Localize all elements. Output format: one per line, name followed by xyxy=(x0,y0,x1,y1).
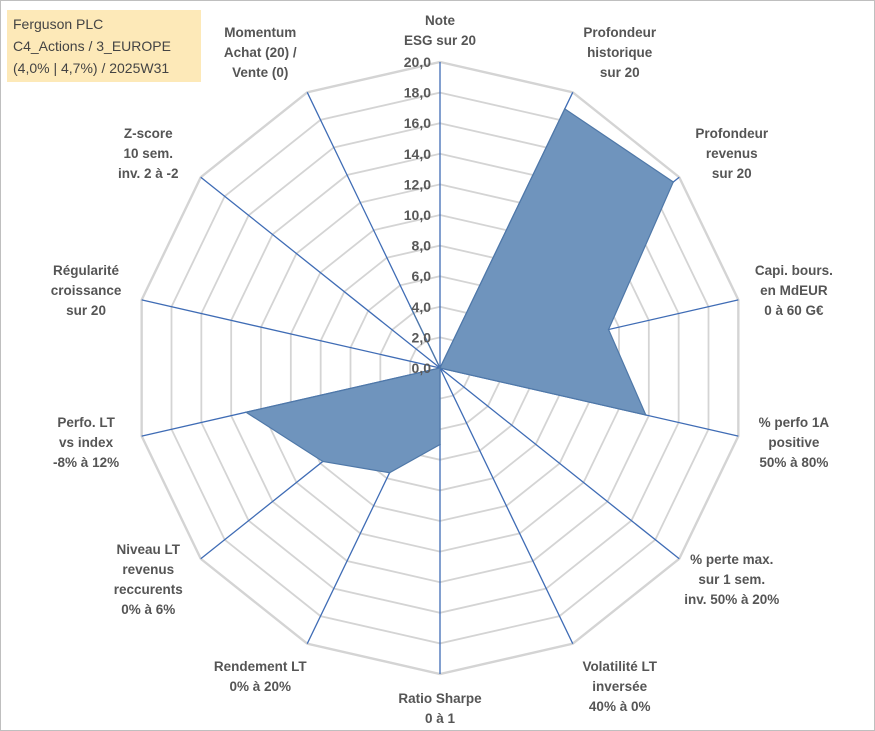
axis-label-line: % perfo 1A xyxy=(759,415,830,430)
axis-label: Momentum Achat (20) / Vente (0) xyxy=(224,25,297,80)
axis-label-line: Vente (0) xyxy=(232,65,288,80)
data-point xyxy=(245,411,247,413)
axis-label-line: Capi. bours. xyxy=(755,263,833,278)
axis-label-line: inv. 50% à 20% xyxy=(684,592,779,607)
axis-label-line: Note xyxy=(425,13,455,28)
axis-label: Volatilité LT inversée 40% à 0% xyxy=(582,659,657,714)
axis-label: Rendement LT 0% à 20% xyxy=(214,659,308,694)
axis-label-line: 0 à 60 G€ xyxy=(764,303,824,318)
axis-label-line: Z-score xyxy=(124,126,173,141)
axis-label-line: 0% à 20% xyxy=(230,679,292,694)
chart-frame: Ferguson PLC C4_Actions / 3_EUROPE (4,0%… xyxy=(0,0,875,731)
axis-label: Perfo. LT vs index -8% à 12% xyxy=(53,415,119,470)
axis-label-line: sur 1 sem. xyxy=(698,572,765,587)
axis-label-line: inv. 2 à -2 xyxy=(118,166,179,181)
axis-label-line: 0 à 1 xyxy=(425,711,456,726)
data-point xyxy=(439,444,441,446)
tick-label: 20,0 xyxy=(404,54,431,70)
series-area-polygon xyxy=(246,109,673,473)
axis-label-line: reccurents xyxy=(114,582,183,597)
axis-label-line: -8% à 12% xyxy=(53,455,119,470)
axis-label-line: Perfo. LT xyxy=(57,415,115,430)
axis-label: Note ESG sur 20 xyxy=(404,13,476,48)
axis-label-line: revenus xyxy=(706,146,758,161)
data-point xyxy=(439,367,441,369)
axis-label-line: 50% à 80% xyxy=(759,455,828,470)
tick-label: 16,0 xyxy=(404,115,431,131)
axis-label-line: sur 20 xyxy=(600,65,640,80)
data-point xyxy=(564,108,566,110)
axis-label: Capi. bours. en MdEUR 0 à 60 G€ xyxy=(755,263,833,318)
axis-label-line: Profondeur xyxy=(695,126,768,141)
tick-label: 2,0 xyxy=(412,329,432,345)
axis-label-line: Momentum xyxy=(224,25,296,40)
axis-label-line: sur 20 xyxy=(712,166,752,181)
series-area xyxy=(245,108,674,474)
axis-label: Profondeur historique sur 20 xyxy=(583,25,656,80)
axis-label-line: revenus xyxy=(122,562,174,577)
data-point xyxy=(322,461,324,463)
axis-label-line: historique xyxy=(587,45,653,60)
tick-label: 14,0 xyxy=(404,146,431,162)
axis-label-line: positive xyxy=(768,435,820,450)
axis-label-line: en MdEUR xyxy=(760,283,828,298)
axis-label-line: Ratio Sharpe xyxy=(398,691,482,706)
tick-label: 6,0 xyxy=(412,268,432,284)
axis-label: % perfo 1A positive 50% à 80% xyxy=(759,415,830,470)
tick-label: 8,0 xyxy=(412,238,432,254)
axis-label: Niveau LT revenus reccurents 0% à 6% xyxy=(114,542,183,617)
axis-label-line: ESG sur 20 xyxy=(404,33,476,48)
axis-label: % perte max. sur 1 sem. inv. 50% à 20% xyxy=(684,552,779,607)
tick-labels: 0,0 2,0 4,0 6,0 8,0 10,0 12,0 14,0 16,0 18,0 20,0 xyxy=(404,54,431,376)
data-point xyxy=(672,181,674,183)
axis-label-line: 40% à 0% xyxy=(589,699,651,714)
data-point xyxy=(608,329,610,331)
tick-label: 18,0 xyxy=(404,85,431,101)
tick-label: 10,0 xyxy=(404,207,431,223)
tick-label: 0,0 xyxy=(412,360,432,376)
axis-label-line: Niveau LT xyxy=(116,542,180,557)
axis-label-line: Achat (20) / xyxy=(224,45,297,60)
axis-label-line: Profondeur xyxy=(583,25,656,40)
axis-label-line: inversée xyxy=(592,679,647,694)
axis-label-line: % perte max. xyxy=(690,552,773,567)
axis-label: Profondeur revenus sur 20 xyxy=(695,126,768,181)
data-point xyxy=(389,472,391,474)
axis-label: Régularité croissance sur 20 xyxy=(51,263,122,318)
axis-label-line: Rendement LT xyxy=(214,659,308,674)
axis-label: Z-score 10 sem. inv. 2 à -2 xyxy=(118,126,179,181)
axis-label-line: sur 20 xyxy=(66,303,106,318)
axis-label-line: Régularité xyxy=(53,263,120,278)
tick-label: 12,0 xyxy=(404,176,431,192)
axis-label-line: Volatilité LT xyxy=(582,659,657,674)
tick-label: 4,0 xyxy=(412,299,432,315)
radar-chart: 0,02,04,06,08,010,012,014,016,018,020,0 … xyxy=(1,1,874,730)
data-point xyxy=(645,414,647,416)
axis-label: Ratio Sharpe 0 à 1 xyxy=(398,691,482,726)
axis-label-line: vs index xyxy=(59,435,114,450)
axis-label-line: 0% à 6% xyxy=(121,602,175,617)
axis-label-line: 10 sem. xyxy=(123,146,173,161)
axis-label-line: croissance xyxy=(51,283,122,298)
